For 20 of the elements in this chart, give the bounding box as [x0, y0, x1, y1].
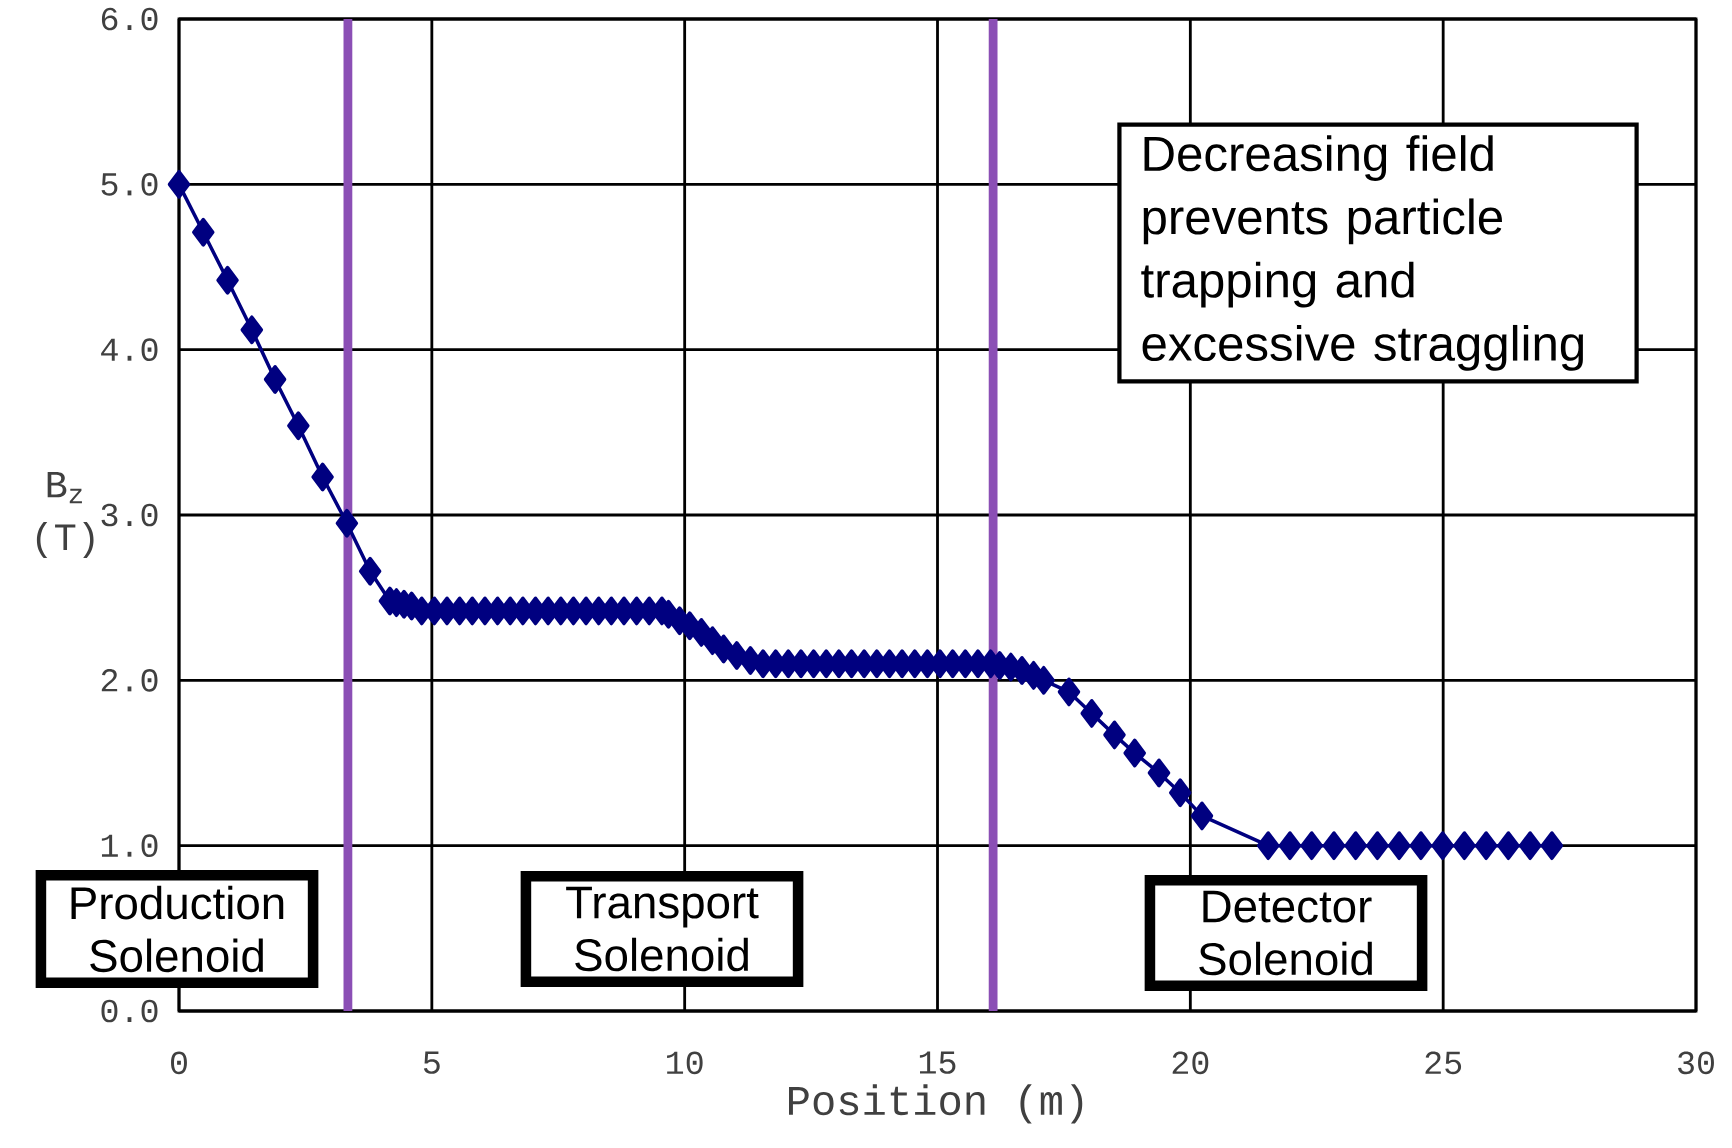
annotation: Detector Solenoid	[1199, 890, 1372, 976]
y-tick-label: 3.0	[101, 503, 158, 527]
x-tick-label: 5	[423, 1051, 440, 1074]
y-tick-label: 1.0	[101, 834, 158, 857]
y-tick-label: 6.0	[101, 7, 158, 31]
x-tick-label: 15	[919, 1051, 956, 1074]
x-tick-label: 0	[171, 1051, 187, 1075]
annotation: Transport Solenoid	[566, 886, 759, 972]
x-tick-label: 20	[1172, 1051, 1209, 1075]
y-tick-label: 2.0	[101, 669, 158, 692]
annotation: Decreasing field prevents particle trapping and excessive straggling	[1141, 135, 1584, 371]
x-axis-title: Position (m)	[789, 1084, 1083, 1124]
x-tick-label: 30	[1678, 1051, 1714, 1075]
x-tick-label: 10	[667, 1051, 703, 1075]
y-axis-title: B$_{z}$ (T)	[36, 471, 94, 559]
y-tick-label: 5.0	[101, 173, 158, 196]
y-tick-label: 0.0	[101, 999, 158, 1023]
x-tick-label: 25	[1425, 1051, 1462, 1075]
y-tick-label: 4.0	[101, 338, 158, 362]
annotation: Production Solenoid	[71, 885, 284, 973]
